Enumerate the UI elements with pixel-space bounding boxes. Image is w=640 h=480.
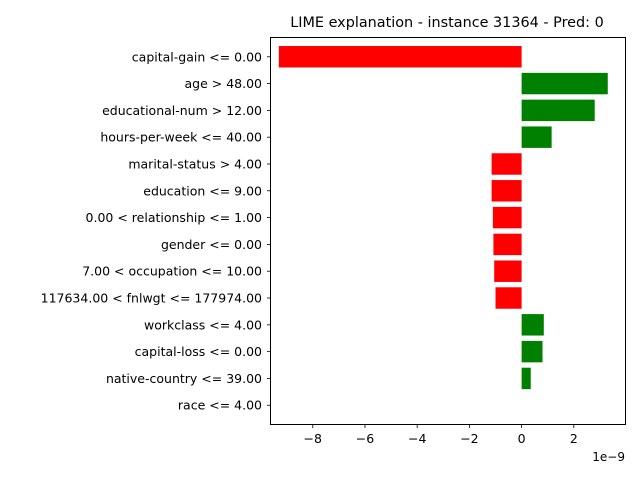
bar-capital-loss-0-00 (521, 340, 543, 363)
y-tick-label: 0.00 < relationship <= 1.00 (86, 210, 262, 225)
x-tick-label: −6 (356, 431, 374, 446)
bar-marital-status-4-00 (491, 153, 522, 175)
y-tick-label: 117634.00 < fnlwgt <= 177974.00 (41, 291, 262, 306)
y-tick-label: hours-per-week <= 40.00 (100, 130, 262, 145)
y-tick-label: 7.00 < occupation <= 10.00 (82, 264, 262, 279)
bar-117634-00-fnlwgt-177974-00 (495, 287, 522, 309)
bar-age-48-00 (521, 72, 608, 95)
y-tick-label: age > 48.00 (185, 76, 263, 91)
bar-educational-num-12-00 (521, 99, 595, 122)
x-axis-ticks: −8 −6 −4 −2 0 2 (304, 424, 578, 446)
y-tick-label: workclass <= 4.00 (144, 317, 262, 332)
x-tick-label: 0 (518, 431, 526, 446)
x-axis-offset-label: 1e−9 (592, 450, 625, 464)
bar-gender-0-00 (493, 233, 522, 256)
x-tick-label: −4 (408, 431, 426, 446)
bar-0-00-relationship-1-00 (492, 206, 522, 229)
chart-title: LIME explanation - instance 31364 - Pred… (290, 15, 604, 31)
x-tick-label: −2 (460, 431, 478, 446)
bars-group (278, 46, 608, 390)
y-tick-label: educational-num > 12.00 (102, 103, 262, 118)
bar-hours-per-week-40-00 (521, 126, 552, 148)
x-tick-label: −8 (304, 431, 322, 446)
y-tick-label: marital-status > 4.00 (128, 156, 262, 171)
y-tick-label: race <= 4.00 (178, 398, 262, 413)
bar-7-00-occupation-10-00 (494, 260, 522, 282)
y-tick-label: education <= 9.00 (143, 183, 262, 198)
plot-frame (270, 37, 626, 425)
bar-education-9-00 (491, 180, 522, 202)
y-tick-label: capital-loss <= 0.00 (135, 344, 262, 359)
bar-capital-gain-0-00 (278, 46, 522, 68)
y-axis-ticks: capital-gain <= 0.00 age > 48.00 education… (41, 49, 271, 413)
y-tick-label: native-country <= 39.00 (106, 371, 262, 386)
x-tick-label: 2 (570, 431, 578, 446)
y-tick-label: gender <= 0.00 (161, 237, 262, 252)
bar-workclass-4-00 (521, 314, 544, 336)
y-tick-label: capital-gain <= 0.00 (132, 49, 262, 64)
bar-native-country-39-00 (521, 367, 531, 390)
